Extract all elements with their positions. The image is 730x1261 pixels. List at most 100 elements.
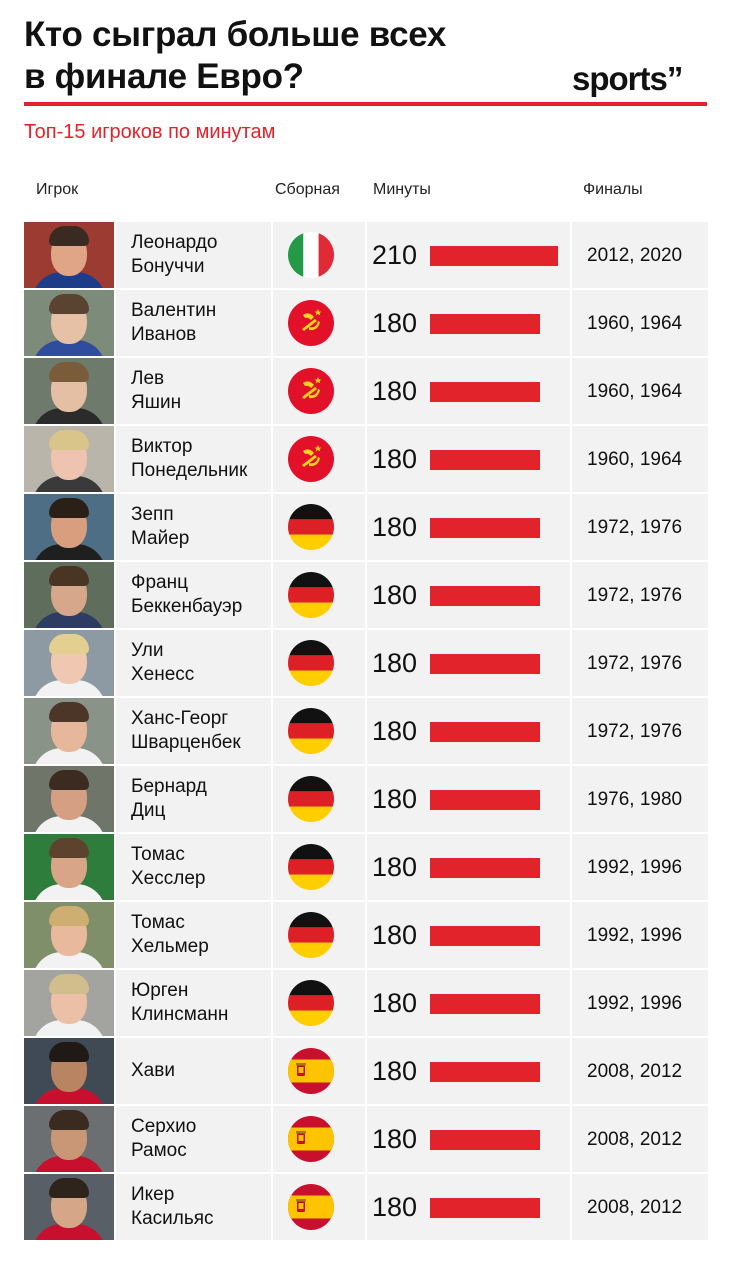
row-cell-background — [116, 290, 271, 356]
minutes-bar — [430, 994, 540, 1014]
finals-years: 1972, 1976 — [587, 585, 683, 606]
flag-germany-icon — [288, 980, 334, 1026]
row-cell-background — [572, 834, 708, 900]
row-cell-background — [116, 222, 271, 288]
table-row: Зепп Майер 180 1972, 1976 — [24, 494, 708, 560]
player-first-name: Леонардо — [131, 232, 218, 253]
finals-years: 2008, 2012 — [587, 1129, 683, 1150]
player-first-name: Томас — [131, 844, 185, 865]
player-last-name: Шварценбек — [131, 732, 241, 753]
minutes-value: 180 — [372, 716, 418, 746]
column-header-player: Игрок — [36, 181, 79, 198]
player-name: Валентин Иванов — [131, 299, 281, 347]
minutes-value: 180 — [372, 784, 418, 814]
flag-germany-icon — [288, 640, 334, 686]
row-cell-background — [572, 358, 708, 424]
minutes-bar — [430, 246, 558, 266]
flag-ussr-icon — [288, 300, 334, 346]
table-row: Серхио Рамос 180 2008, 2012 — [24, 1106, 708, 1172]
player-first-name: Виктор — [131, 436, 193, 457]
minutes-value: 180 — [372, 1056, 418, 1086]
minutes-value: 180 — [372, 512, 418, 542]
player-name: Виктор Понедельник — [131, 435, 281, 483]
player-last-name: Понедельник — [131, 460, 248, 481]
player-first-name: Ули — [131, 640, 164, 661]
player-last-name: Рамос — [131, 1140, 187, 1161]
flag-spain-icon — [288, 1048, 334, 1094]
row-cell-background — [572, 902, 708, 968]
player-photo — [24, 1106, 114, 1172]
player-last-name: Майер — [131, 528, 190, 549]
minutes-bar — [430, 450, 540, 470]
player-last-name: Касильяс — [131, 1208, 214, 1229]
player-name: Леонардо Бонуччи — [131, 231, 281, 279]
row-cell-background — [116, 698, 271, 764]
flag-germany-icon — [288, 844, 334, 890]
player-last-name: Хельмер — [131, 936, 209, 957]
row-cell-background — [116, 426, 271, 492]
flag-spain-icon — [288, 1184, 334, 1230]
flag-germany-icon — [288, 572, 334, 618]
player-name: Томас Хесслер — [131, 843, 281, 891]
player-name: Икер Касильяс — [131, 1183, 281, 1231]
finals-years: 2008, 2012 — [587, 1197, 683, 1218]
table-row: Хави 180 2008, 2012 — [24, 1038, 708, 1104]
finals-years: 1976, 1980 — [587, 789, 683, 810]
table-row: Виктор Понедельник 180 1960, 1964 — [24, 426, 708, 492]
finals-years: 1992, 1996 — [587, 925, 683, 946]
minutes-value: 180 — [372, 376, 418, 406]
row-cell-background — [572, 698, 708, 764]
column-header-minutes: Минуты — [373, 181, 431, 198]
minutes-bar — [430, 858, 540, 878]
minutes-bar — [430, 586, 540, 606]
flag-germany-icon — [288, 504, 334, 550]
minutes-bar — [430, 790, 540, 810]
minutes-bar — [430, 1130, 540, 1150]
player-photo — [24, 1038, 114, 1104]
player-photo — [24, 222, 114, 288]
title-line-1: Кто сыграл больше всех — [24, 15, 447, 54]
player-photo — [24, 766, 114, 832]
player-name: Бернард Диц — [131, 775, 281, 823]
flag-germany-icon — [288, 776, 334, 822]
row-cell-background — [572, 970, 708, 1036]
flag-ussr-icon — [288, 368, 334, 414]
title-line-2: в финале Евро? — [24, 57, 304, 96]
brand-logo: sports” — [572, 60, 683, 97]
player-last-name: Хенесс — [131, 664, 195, 685]
player-first-name: Франц — [131, 572, 188, 593]
player-name: Хави — [131, 1059, 281, 1083]
player-first-name: Хави — [131, 1060, 175, 1081]
row-cell-background — [116, 902, 271, 968]
minutes-bar — [430, 314, 540, 334]
player-name: Ханс-Георг Шварценбек — [131, 707, 281, 755]
player-first-name: Валентин — [131, 300, 217, 321]
table-row: Бернард Диц 180 1976, 1980 — [24, 766, 708, 832]
finals-years: 1972, 1976 — [587, 517, 683, 538]
row-cell-background — [116, 1106, 271, 1172]
minutes-value: 180 — [372, 852, 418, 882]
row-cell-background — [572, 630, 708, 696]
flag-germany-icon — [288, 708, 334, 754]
player-name: Томас Хельмер — [131, 911, 281, 959]
player-last-name: Клинсманн — [131, 1004, 229, 1025]
table-row: Франц Беккенбауэр 180 1972, 1976 — [24, 562, 708, 628]
row-cell-background — [116, 1038, 271, 1104]
table-row: Ули Хенесс 180 1972, 1976 — [24, 630, 708, 696]
minutes-value: 180 — [372, 580, 418, 610]
header-divider — [24, 102, 707, 106]
table-row: Томас Хесслер 180 1992, 1996 — [24, 834, 708, 900]
row-cell-background — [572, 426, 708, 492]
player-first-name: Серхио — [131, 1116, 197, 1137]
minutes-bar — [430, 518, 540, 538]
player-last-name: Хесслер — [131, 868, 206, 889]
finals-years: 1960, 1964 — [587, 313, 683, 334]
minutes-value: 180 — [372, 1124, 418, 1154]
row-cell-background — [572, 290, 708, 356]
finals-years: 1960, 1964 — [587, 449, 683, 470]
finals-years: 1992, 1996 — [587, 857, 683, 878]
player-first-name: Бернард — [131, 776, 207, 797]
row-cell-background — [116, 358, 271, 424]
row-cell-background — [572, 1038, 708, 1104]
minutes-value: 210 — [372, 240, 418, 270]
